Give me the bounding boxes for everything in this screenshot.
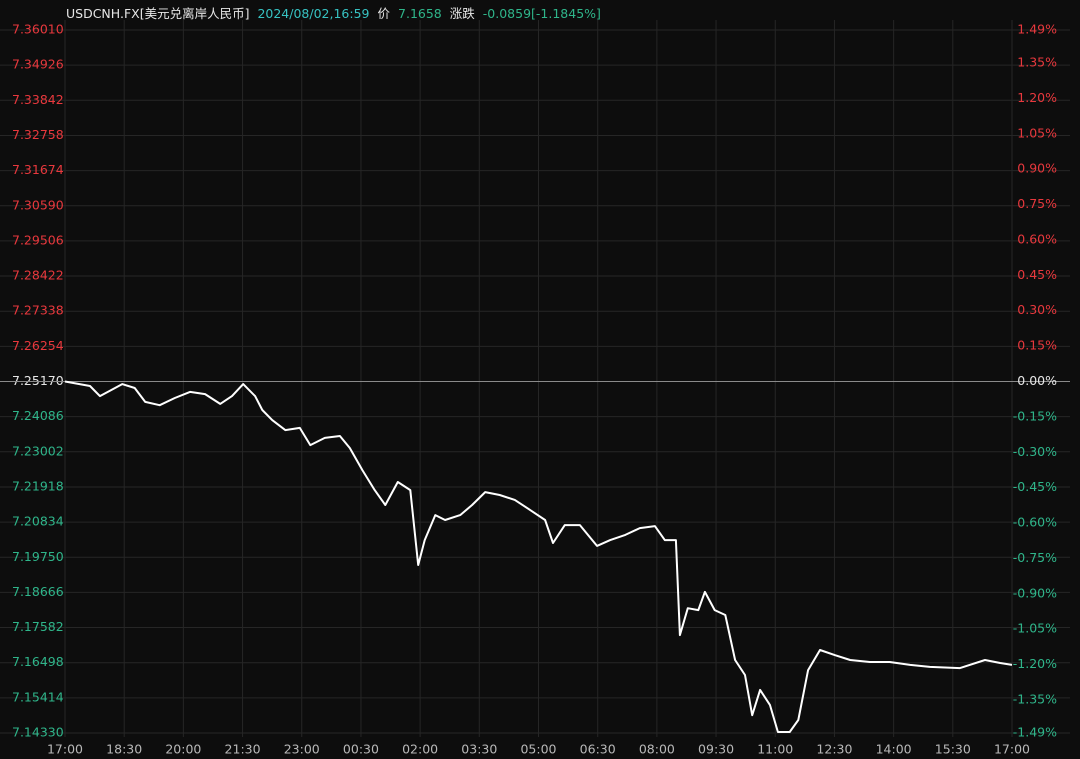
x-tick-label: 17:00 <box>47 742 83 757</box>
y-tick-label: 7.17582 <box>12 619 64 634</box>
x-tick-label: 21:30 <box>225 742 261 757</box>
x-tick-label: 18:30 <box>106 742 142 757</box>
x-tick-label: 11:00 <box>757 742 793 757</box>
price-label: 价 <box>377 6 391 21</box>
y-tick-label: 7.21918 <box>12 478 64 493</box>
x-tick-label: 20:00 <box>165 742 201 757</box>
y-tick-label: 7.36010 <box>12 22 64 37</box>
x-tick-label: 14:00 <box>876 742 912 757</box>
y2-tick-label: 0.90% <box>1017 161 1057 176</box>
y2-tick-label: 0.15% <box>1017 338 1057 353</box>
y2-tick-label: 0.30% <box>1017 302 1057 317</box>
y2-tick-label: 1.35% <box>1017 55 1057 70</box>
x-tick-label: 12:30 <box>816 742 852 757</box>
x-tick-label: 08:00 <box>639 742 675 757</box>
y-tick-label: 7.26254 <box>12 338 64 353</box>
y2-tick-label: 1.49% <box>1017 22 1057 37</box>
x-tick-label: 00:30 <box>343 742 379 757</box>
y-tick-label: 7.34926 <box>12 57 64 72</box>
y2-tick-label: -1.05% <box>1013 621 1057 636</box>
x-tick-label: 17:00 <box>994 742 1030 757</box>
y2-tick-label: 1.20% <box>1017 90 1057 105</box>
header: USDCNH.FX[美元兑离岸人民币] 2024/08/02,16:59 价 7.16… <box>66 3 609 22</box>
y2-tick-label: 1.05% <box>1017 125 1057 140</box>
datetime: 2024/08/02,16:59 <box>257 6 370 21</box>
y-tick-label: 7.31674 <box>12 162 64 177</box>
y2-tick-label: 0.60% <box>1017 231 1057 246</box>
y-tick-label: 7.15414 <box>12 689 64 704</box>
y-tick-label: 7.28422 <box>12 268 64 283</box>
y-tick-label: 7.14330 <box>12 725 64 740</box>
y-tick-label: 7.29506 <box>12 232 64 247</box>
y2-tick-label: -0.90% <box>1013 585 1057 600</box>
y-tick-label: 7.18666 <box>12 584 64 599</box>
y-tick-label: 7.24086 <box>12 408 64 423</box>
y-tick-label: 7.20834 <box>12 514 64 529</box>
y2-tick-label: 0.00% <box>1017 373 1057 388</box>
y2-tick-label: -0.15% <box>1013 408 1057 423</box>
y-tick-label: 7.27338 <box>12 303 64 318</box>
y2-tick-label: 0.45% <box>1017 267 1057 282</box>
x-tick-label: 03:30 <box>461 742 497 757</box>
x-tick-label: 09:30 <box>698 742 734 757</box>
change: -0.0859[-1.1845%] <box>482 6 601 21</box>
y2-tick-label: -0.30% <box>1013 444 1057 459</box>
y-tick-label: 7.23002 <box>12 443 64 458</box>
symbol: USDCNH.FX[美元兑离岸人民币] <box>66 6 250 21</box>
y-tick-label: 7.32758 <box>12 127 64 142</box>
price: 7.1658 <box>398 6 442 21</box>
y-tick-label: 7.19750 <box>12 549 64 564</box>
y-tick-label: 7.30590 <box>12 197 64 212</box>
y2-tick-label: -1.49% <box>1013 725 1057 740</box>
x-tick-label: 23:00 <box>284 742 320 757</box>
change-label: 涨跌 <box>449 6 475 21</box>
price-line <box>64 380 1013 733</box>
y2-tick-label: -1.20% <box>1013 656 1057 671</box>
y-tick-label: 7.25170 <box>12 373 64 388</box>
x-tick-label: 06:30 <box>580 742 616 757</box>
x-tick-label: 02:00 <box>402 742 438 757</box>
y-tick-label: 7.16498 <box>12 654 64 669</box>
y2-tick-label: -0.45% <box>1013 479 1057 494</box>
x-tick-label: 05:00 <box>520 742 556 757</box>
y2-tick-label: -0.75% <box>1013 550 1057 565</box>
y2-tick-label: 0.75% <box>1017 196 1057 211</box>
y-tick-label: 7.33842 <box>12 92 64 107</box>
y2-tick-label: -1.35% <box>1013 691 1057 706</box>
y2-tick-label: -0.60% <box>1013 515 1057 530</box>
x-tick-label: 15:30 <box>935 742 971 757</box>
